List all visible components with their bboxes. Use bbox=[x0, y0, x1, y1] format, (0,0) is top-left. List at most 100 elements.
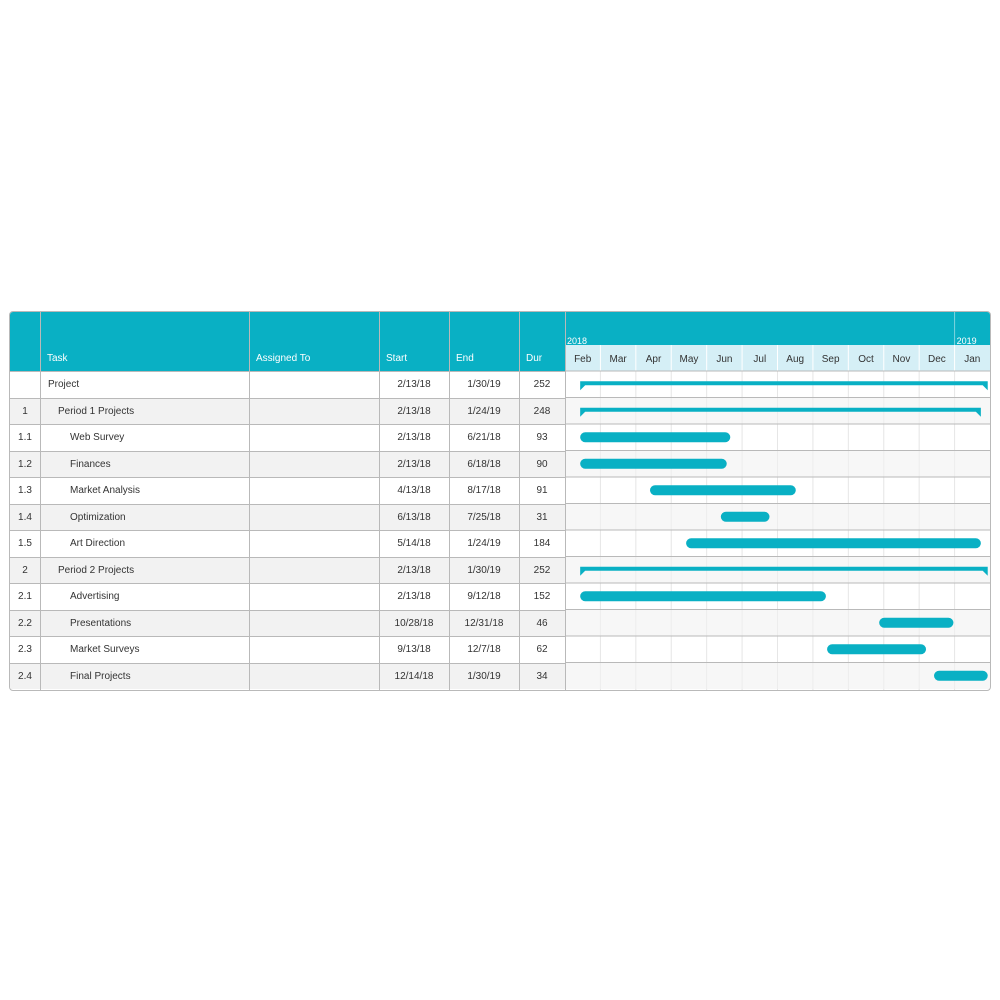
task-start: 2/13/18 bbox=[397, 564, 431, 576]
month-label: Oct bbox=[858, 354, 874, 365]
task-end: 1/30/19 bbox=[467, 379, 501, 390]
task-name: Advertising bbox=[70, 591, 120, 602]
task-end: 6/18/18 bbox=[467, 458, 501, 470]
year-label: 2018 bbox=[567, 336, 587, 346]
column-divider bbox=[40, 312, 41, 690]
task-start: 2/13/18 bbox=[397, 405, 431, 417]
task-duration: 31 bbox=[536, 511, 548, 523]
table-row[interactable]: 2.3 Market Surveys 9/13/18 12/7/18 62 bbox=[10, 636, 565, 662]
month-label: Jul bbox=[753, 354, 766, 365]
task-end: 1/24/19 bbox=[467, 405, 501, 417]
task-start: 10/28/18 bbox=[394, 617, 434, 629]
task-id: 2.3 bbox=[18, 644, 32, 655]
task-end: 1/24/19 bbox=[467, 538, 501, 549]
task-end: 1/30/19 bbox=[467, 670, 501, 682]
task-bar bbox=[827, 644, 927, 655]
table-row[interactable]: 2 Period 2 Projects 2/13/18 1/30/19 252 bbox=[10, 556, 565, 583]
header-dur[interactable]: Dur bbox=[519, 312, 565, 371]
task-bar bbox=[580, 458, 727, 469]
task-duration: 93 bbox=[536, 432, 548, 443]
task-id: 1.5 bbox=[18, 538, 32, 549]
task-id: 1.4 bbox=[18, 511, 32, 523]
task-id: 2 bbox=[22, 564, 28, 576]
header-assigned[interactable]: Assigned To bbox=[249, 312, 379, 371]
task-duration: 91 bbox=[536, 485, 548, 496]
header-end[interactable]: End bbox=[449, 312, 519, 371]
month-label: Feb bbox=[574, 354, 592, 365]
task-start: 12/14/18 bbox=[394, 670, 434, 682]
table-row[interactable]: 1.4 Optimization 6/13/18 7/25/18 31 bbox=[10, 503, 565, 530]
task-duration: 252 bbox=[533, 379, 551, 390]
task-duration: 152 bbox=[533, 591, 551, 602]
task-end: 8/17/18 bbox=[467, 485, 501, 496]
task-end: 6/21/18 bbox=[467, 432, 501, 443]
column-divider bbox=[519, 312, 520, 690]
header-task[interactable]: Task bbox=[40, 312, 249, 371]
task-name: Market Analysis bbox=[70, 485, 141, 496]
task-name: Project bbox=[48, 379, 80, 390]
task-duration: 248 bbox=[533, 405, 551, 417]
header-task-label: Task bbox=[47, 353, 68, 364]
task-end: 7/25/18 bbox=[467, 511, 501, 523]
task-bar bbox=[934, 670, 988, 681]
task-duration: 46 bbox=[536, 617, 548, 629]
gantt-chart: Task Assigned To Start End Dur Project 2/… bbox=[9, 311, 991, 691]
header-num bbox=[10, 312, 40, 371]
header-start[interactable]: Start bbox=[379, 312, 449, 371]
task-name: Presentations bbox=[70, 617, 132, 629]
task-bar bbox=[580, 432, 731, 443]
year-band bbox=[565, 312, 990, 345]
task-duration: 90 bbox=[536, 458, 548, 470]
column-divider bbox=[379, 312, 380, 690]
task-bar bbox=[650, 485, 796, 496]
task-bar bbox=[580, 591, 826, 602]
task-start: 5/14/18 bbox=[397, 538, 431, 549]
task-name: Optimization bbox=[70, 511, 126, 523]
task-name: Market Surveys bbox=[70, 644, 140, 655]
task-id: 2.4 bbox=[18, 670, 32, 682]
header-start-label: Start bbox=[386, 353, 408, 364]
table-row[interactable]: 1.2 Finances 2/13/18 6/18/18 90 bbox=[10, 450, 565, 477]
month-label: Nov bbox=[893, 354, 911, 365]
table-row[interactable]: Project 2/13/18 1/30/19 252 bbox=[10, 371, 565, 397]
task-start: 4/13/18 bbox=[397, 485, 431, 496]
month-label: Jun bbox=[716, 354, 732, 365]
timeline: 2018 2019 Feb Mar Apr May Jun Jul Aug Sep Oct Nov De… bbox=[565, 312, 990, 690]
task-end: 1/30/19 bbox=[467, 564, 501, 576]
month-label: Dec bbox=[928, 354, 946, 365]
month-label: Mar bbox=[610, 354, 628, 365]
summary-bar bbox=[580, 381, 988, 391]
month-label: Jan bbox=[964, 354, 980, 365]
timeline-row bbox=[565, 662, 990, 689]
table-row[interactable]: 1.1 Web Survey 2/13/18 6/21/18 93 bbox=[10, 424, 565, 450]
year-label: 2019 bbox=[957, 336, 977, 346]
task-name: Art Direction bbox=[70, 538, 126, 549]
task-duration: 34 bbox=[536, 670, 548, 682]
task-name: Period 1 Projects bbox=[58, 405, 135, 417]
timeline-row bbox=[565, 503, 990, 530]
header-end-label: End bbox=[456, 353, 474, 364]
table-row[interactable]: 2.1 Advertising 2/13/18 9/12/18 152 bbox=[10, 583, 565, 609]
summary-bar bbox=[580, 407, 981, 417]
task-start: 2/13/18 bbox=[397, 432, 431, 443]
task-name: Period 2 Projects bbox=[58, 564, 135, 576]
task-id: 1.1 bbox=[18, 432, 32, 443]
task-start: 9/13/18 bbox=[397, 644, 431, 655]
task-bar bbox=[686, 538, 981, 549]
month-label: Apr bbox=[646, 354, 662, 365]
month-label: Aug bbox=[786, 354, 804, 365]
task-id bbox=[10, 372, 40, 397]
table-row[interactable]: 1 Period 1 Projects 2/13/18 1/24/19 248 bbox=[10, 397, 565, 424]
summary-bar bbox=[580, 566, 988, 576]
task-end: 9/12/18 bbox=[467, 591, 501, 602]
table-row[interactable]: 1.5 Art Direction 5/14/18 1/24/19 184 bbox=[10, 530, 565, 556]
month-label: Sep bbox=[822, 354, 840, 365]
task-id: 1 bbox=[22, 405, 28, 417]
column-divider bbox=[249, 312, 250, 690]
table-row[interactable]: 2.2 Presentations 10/28/18 12/31/18 46 bbox=[10, 609, 565, 636]
task-start: 2/13/18 bbox=[397, 458, 431, 470]
table-row[interactable]: 2.4 Final Projects 12/14/18 1/30/19 34 bbox=[10, 662, 565, 689]
header-dur-label: Dur bbox=[526, 353, 543, 364]
table-row[interactable]: 1.3 Market Analysis 4/13/18 8/17/18 91 bbox=[10, 477, 565, 503]
task-id: 2.2 bbox=[18, 617, 32, 629]
